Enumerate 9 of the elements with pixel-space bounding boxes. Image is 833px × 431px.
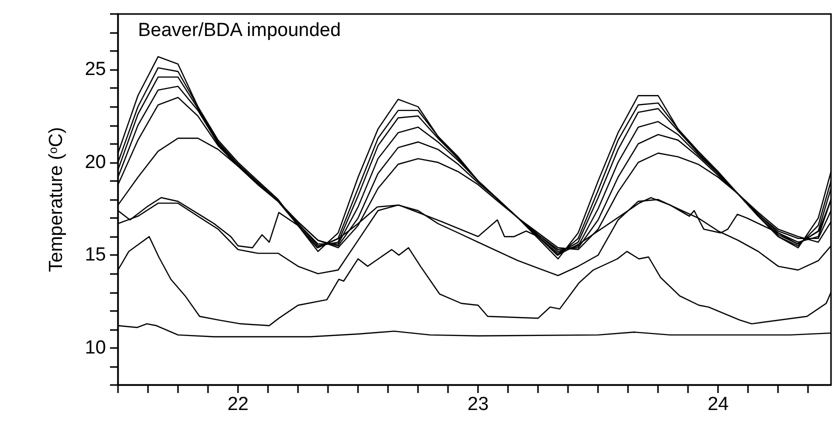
x-tick-label: 22	[227, 394, 249, 415]
y-tick-label: 10	[84, 337, 106, 358]
y-tick-label: 15	[84, 244, 106, 266]
y-axis-title: Temperature (oC)	[46, 127, 67, 272]
x-tick-label: 23	[468, 394, 489, 415]
x-tick-label: 24	[708, 394, 730, 415]
y-tick-label: 20	[84, 152, 106, 173]
y-tick-label: 25	[84, 59, 106, 80]
chart-title: Beaver/BDA impounded	[138, 20, 341, 41]
